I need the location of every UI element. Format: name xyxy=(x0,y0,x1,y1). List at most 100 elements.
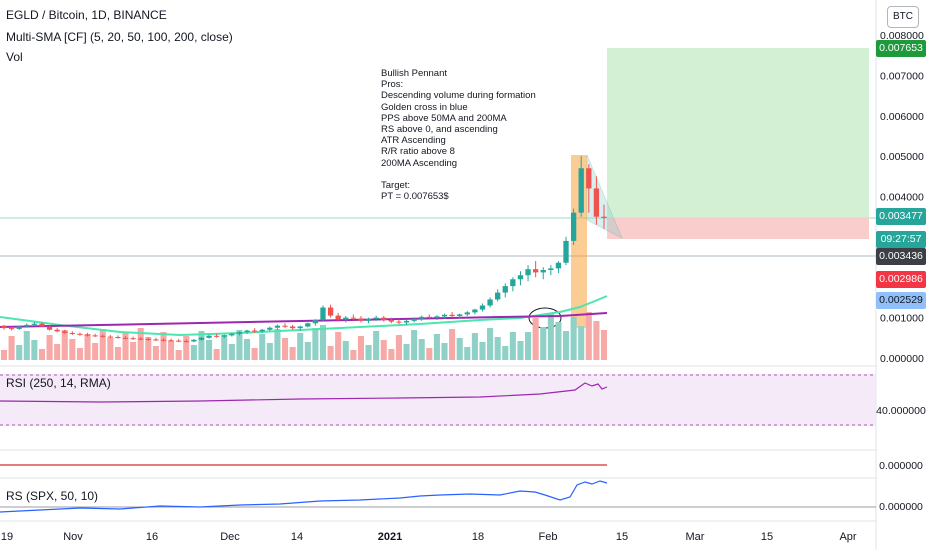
volume-bar xyxy=(426,348,433,360)
volume-bar xyxy=(441,343,448,360)
price-tag: 0.007653 xyxy=(876,40,926,57)
candle-body xyxy=(130,338,136,340)
annotation-line: Target: xyxy=(381,180,411,192)
volume-bar xyxy=(228,344,235,360)
volume-bar xyxy=(54,344,61,360)
candle-body xyxy=(282,325,288,327)
volume-bar xyxy=(585,312,592,360)
volume-bar xyxy=(411,330,418,360)
candle-body xyxy=(229,333,235,336)
volume-bar xyxy=(532,318,539,360)
candle-body xyxy=(274,325,281,328)
candle-body xyxy=(206,335,212,338)
candle-body xyxy=(358,318,364,321)
position-loss-zone[interactable] xyxy=(607,218,869,239)
annotation-line: Bullish Pennant xyxy=(381,68,448,79)
volume-bar xyxy=(69,339,76,360)
x-tick-label: 2021 xyxy=(378,531,402,543)
price-tag: 0.003477 xyxy=(876,208,926,225)
candle-body xyxy=(115,337,121,339)
volume-bar xyxy=(259,334,266,360)
candle-body xyxy=(221,335,227,337)
volume-bar xyxy=(46,335,53,360)
candle-body xyxy=(464,312,470,315)
volume-bar xyxy=(99,329,106,360)
volume-bar xyxy=(540,327,547,360)
candle-body xyxy=(365,318,372,321)
candle-body xyxy=(198,337,205,340)
chart-annotation[interactable]: Bullish Pennant Pros: Descending volume du… xyxy=(381,68,536,202)
volume-bar xyxy=(555,322,562,360)
candle-body xyxy=(510,279,516,287)
candle-body xyxy=(122,337,129,339)
candle-body xyxy=(426,316,432,318)
volume-bar xyxy=(160,332,167,360)
volume-bar xyxy=(418,339,425,360)
candle-body xyxy=(251,330,258,332)
volume-bar xyxy=(403,344,410,360)
volume-bar xyxy=(61,330,68,360)
candle-body xyxy=(77,333,83,335)
y-tick-label: 0.004000 xyxy=(880,192,924,204)
candle-body xyxy=(24,324,30,327)
candle-body xyxy=(495,292,501,300)
rsi-label: RSI (250, 14, RMA) xyxy=(6,376,111,390)
volume-bar xyxy=(130,342,137,360)
x-tick-label: 15 xyxy=(761,531,773,543)
price-tag: 0.003436 xyxy=(876,248,926,265)
candle-body xyxy=(335,315,341,320)
candle-body xyxy=(183,341,189,343)
candle-body xyxy=(479,305,486,310)
annotation-line: ATR Ascending xyxy=(381,135,446,147)
candle-body xyxy=(160,339,167,341)
volume-bar xyxy=(319,325,327,360)
candle-body xyxy=(381,317,387,321)
x-tick-label: Mar xyxy=(686,531,705,543)
y-tick-label: 0.000000 xyxy=(880,353,924,365)
volume-bar xyxy=(16,345,23,360)
candle-body xyxy=(449,314,455,317)
candle-body xyxy=(570,212,577,241)
candle-body xyxy=(312,320,319,324)
sma-50-line xyxy=(0,295,608,337)
candle-body xyxy=(145,339,151,341)
y-tick-label: 0.001000 xyxy=(880,313,924,325)
rs-level-label: 0.000000 xyxy=(879,501,923,513)
sma-layer xyxy=(0,295,608,337)
volume-bar xyxy=(350,350,357,360)
candle-body xyxy=(297,326,303,329)
volume-bar xyxy=(517,341,524,360)
candle-body xyxy=(153,339,159,341)
currency-button[interactable]: BTC xyxy=(887,6,919,28)
candle-body xyxy=(191,339,197,342)
volume-bar xyxy=(221,335,228,360)
volume-bar xyxy=(456,338,463,360)
candle-body xyxy=(39,323,45,327)
tick-layer: 0.008000 0.007000 0.006000 0.005000 0.004000… xyxy=(1,30,924,543)
volume-bar xyxy=(509,332,516,360)
volume-bar xyxy=(274,329,281,360)
volume-bar xyxy=(289,347,296,360)
volume-bar xyxy=(502,346,509,360)
volume-bar xyxy=(175,350,182,360)
candle-body xyxy=(472,309,478,313)
x-tick-label: 18 xyxy=(472,531,484,543)
candle-body xyxy=(327,307,334,316)
volume-bar xyxy=(92,343,99,360)
volume-bar xyxy=(562,331,570,360)
candle-body xyxy=(457,314,463,317)
candle-body xyxy=(601,216,607,218)
volume-bar xyxy=(494,337,501,360)
position-profit-zone[interactable] xyxy=(607,48,869,218)
volume-bar xyxy=(137,328,144,360)
candle-body xyxy=(593,188,600,217)
candle-body xyxy=(403,320,410,323)
candle-body xyxy=(168,340,174,342)
volume-bar xyxy=(312,328,319,360)
volume-bar xyxy=(373,331,380,360)
candle-body xyxy=(92,335,98,337)
candle-body xyxy=(532,269,539,273)
candle-body xyxy=(289,326,296,329)
x-tick-label: 15 xyxy=(616,531,628,543)
